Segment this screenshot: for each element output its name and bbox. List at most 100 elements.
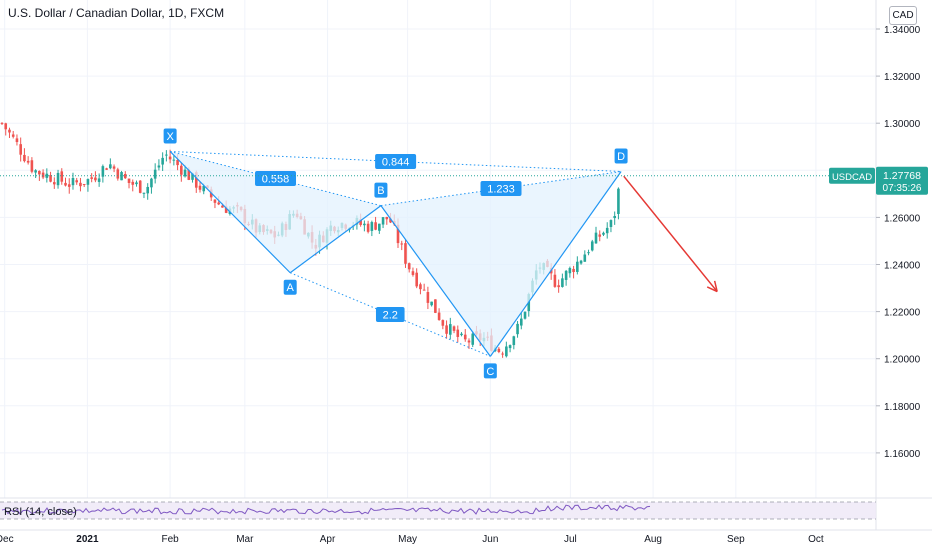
candle-body xyxy=(0,122,4,124)
candle-body xyxy=(97,178,101,182)
candle-body xyxy=(67,184,71,187)
candle-body xyxy=(508,345,512,349)
candle-body xyxy=(587,252,590,254)
candle-body xyxy=(138,180,142,193)
candle-body xyxy=(79,182,82,187)
candle-body xyxy=(572,268,575,273)
ratio-line-xd xyxy=(170,150,622,172)
price-tag-bg xyxy=(876,166,928,195)
candle-body xyxy=(568,268,572,274)
candle-body xyxy=(381,217,385,225)
time-tick-label: Feb xyxy=(161,534,179,545)
candle-body xyxy=(617,188,620,214)
candle-body xyxy=(60,171,64,182)
candle-body xyxy=(512,336,516,346)
pattern-point-a: A xyxy=(283,279,297,295)
candle-body xyxy=(150,178,153,188)
price-tick-label: 1.18000 xyxy=(884,402,921,413)
candle-body xyxy=(523,311,527,319)
price-tick-label: 1.30000 xyxy=(884,119,921,130)
candle-body xyxy=(71,177,75,186)
candle-body xyxy=(26,160,30,163)
pattern-point-label: C xyxy=(486,366,494,378)
candle-body xyxy=(8,129,11,133)
price-tag-countdown: 07:35:26 xyxy=(883,183,922,194)
price-tick-label: 1.22000 xyxy=(884,308,921,319)
candle-body xyxy=(505,346,508,357)
candle-body xyxy=(23,154,26,162)
candle-body xyxy=(11,134,15,137)
candle-body xyxy=(105,168,108,170)
candle-body xyxy=(49,174,52,182)
candle-body xyxy=(441,320,445,326)
ratio-label-1-233: 1.233 xyxy=(480,181,522,197)
leg-bc xyxy=(380,205,491,357)
pattern-point-b: B xyxy=(374,182,388,198)
rsi-label[interactable]: RSI (14, close) xyxy=(4,506,77,518)
pattern-point-d: D xyxy=(614,148,628,164)
ratio-label-2-2: 2.2 xyxy=(375,307,405,323)
candle-body xyxy=(519,318,523,326)
candle-body xyxy=(407,263,411,270)
ratio-label-1-233-bg xyxy=(480,181,522,197)
time-tick-label: Oct xyxy=(808,534,824,545)
symbol-tag-bg xyxy=(829,167,875,184)
chart-title: U.S. Dollar / Canadian Dollar, 1D, FXCM xyxy=(8,6,225,20)
rsi-pane[interactable] xyxy=(0,497,932,520)
ratio-label-2-2-bg xyxy=(375,307,405,323)
projection-arrow[interactable] xyxy=(623,175,718,293)
candle-body xyxy=(101,166,105,177)
ratio-label-0-844-text: 0.844 xyxy=(382,156,410,168)
pattern-point-x: X xyxy=(163,128,177,144)
candle-body xyxy=(411,271,415,275)
candle-body xyxy=(213,199,217,203)
candle-body xyxy=(135,182,138,185)
ratio-label-0-844-bg xyxy=(375,153,417,169)
candle-body xyxy=(176,159,179,166)
time-axis[interactable]: Dec 2021 Feb Mar Apr May Jun Jul Aug Sep Oct xyxy=(0,529,932,545)
candle-body xyxy=(153,169,157,179)
candle-body xyxy=(168,156,172,160)
leg-ab xyxy=(289,205,382,274)
ratio-label-0-844: 0.844 xyxy=(375,153,417,169)
candle-body xyxy=(172,159,176,161)
pattern-point-label: B xyxy=(377,185,384,197)
candle-body xyxy=(598,234,602,237)
time-tick-label: Sep xyxy=(727,534,745,545)
candle-body xyxy=(374,222,377,230)
time-tick-label: Aug xyxy=(644,534,662,545)
pattern-point-bg xyxy=(614,148,628,164)
ratio-label-0-558-bg xyxy=(255,171,297,187)
price-axis-bg xyxy=(876,0,932,530)
pattern-point-c: C xyxy=(483,363,497,379)
ratio-label-0-558: 0.558 xyxy=(255,171,297,187)
candle-body xyxy=(564,270,568,280)
candle-body xyxy=(34,170,37,173)
candle-body xyxy=(419,284,422,290)
candle-body xyxy=(194,172,198,188)
projection-arrowhead xyxy=(713,280,718,292)
candle-body xyxy=(579,260,583,264)
pattern-point-label: X xyxy=(166,131,174,143)
projection-arrowhead xyxy=(706,286,718,293)
candle-body xyxy=(452,326,456,331)
currency-button[interactable]: CAD xyxy=(889,6,917,25)
candle-body xyxy=(142,192,146,194)
candle-body xyxy=(45,173,49,178)
candle-body xyxy=(127,178,131,183)
pattern-point-label: A xyxy=(287,282,295,294)
candle-body xyxy=(146,186,150,194)
price-axis[interactable]: 1.340001.320001.300001.280001.260001.240… xyxy=(875,0,932,530)
time-tick-label: Mar xyxy=(236,534,254,545)
time-tick-label: Jul xyxy=(564,534,577,545)
pattern-point-bg xyxy=(163,128,177,144)
harmonic-pattern[interactable]: 0.558 0.844 1.233 2.2 X A B C D xyxy=(163,128,628,379)
candle-body xyxy=(123,173,127,179)
projection-line xyxy=(623,175,718,293)
candle-body xyxy=(467,340,471,343)
candle-body xyxy=(180,165,183,175)
candle-body xyxy=(120,172,123,181)
candle-body xyxy=(497,348,501,352)
